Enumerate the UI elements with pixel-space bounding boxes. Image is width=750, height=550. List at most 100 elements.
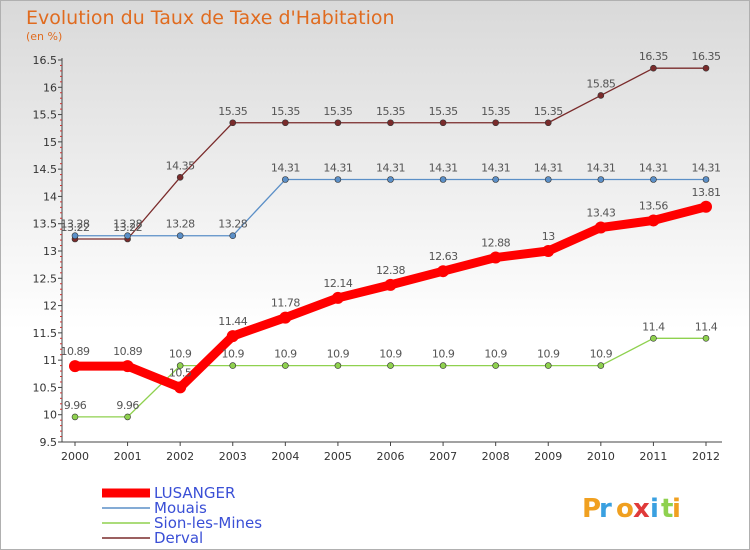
data-point-sion-les-mines [176,362,184,369]
data-point-derval [702,64,710,72]
x-tick-label: 2009 [534,450,562,463]
data-label-derval: 15.35 [376,105,405,118]
data-label-layer: 13.22 13.22 14.35 15.35 15.35 15.35 15.35 15.35… [61,50,722,412]
data-label-sion-les-mines: 9.96 [64,399,87,412]
data-label-lusanger: 12.14 [323,277,352,290]
data-label-lusanger: 12.63 [429,250,458,263]
data-label-mouais: 13.28 [218,218,247,231]
data-label-derval: 15.35 [481,105,510,118]
x-tick-label: 2008 [482,450,510,463]
data-point-derval [492,119,499,127]
data-point-derval [439,119,447,127]
y-tick-label: 15 [43,136,57,149]
y-tick-label: 13.5 [33,218,58,231]
data-label-derval: 15.35 [429,105,458,118]
x-tick-label: 2004 [271,450,299,463]
data-label-mouais: 14.31 [481,162,510,175]
x-tick-label: 2011 [639,450,667,463]
y-tick-label: 14 [43,190,57,203]
data-label-sion-les-mines: 10.9 [379,348,402,361]
y-tick-label: 10.5 [33,381,58,394]
y-tick-label: 11.5 [33,327,58,340]
legend-label-lusanger: LUSANGER [154,484,235,502]
data-label-lusanger: 12.88 [481,237,510,250]
y-tick-label: 13 [43,245,57,258]
data-label-mouais: 14.31 [271,162,300,175]
logo-letter: r [599,494,612,524]
data-label-sion-les-mines: 11.4 [642,320,665,333]
x-tick-label: 2012 [692,450,720,463]
data-point-mouais [544,176,552,183]
x-tick-label: 2005 [324,450,352,463]
data-point-lusanger [226,330,239,343]
data-label-sion-les-mines: 10.9 [169,348,192,361]
data-point-mouais [176,232,184,240]
y-tick-label: 12.5 [33,272,58,285]
data-label-lusanger: 11.44 [218,315,247,328]
data-point-sion-les-mines [334,362,342,369]
y-tick-label: 11 [43,354,57,367]
chart-title: Evolution du Taux de Taxe d'Habitation [26,7,395,29]
data-label-sion-les-mines: 11.4 [695,320,718,333]
data-label-mouais: 14.31 [586,162,615,175]
data-point-lusanger [279,311,292,324]
data-label-derval: 15.35 [218,105,247,118]
data-label-mouais: 14.31 [692,162,721,175]
data-point-mouais [702,176,710,183]
data-point-derval [229,119,237,127]
logo-letter: i [672,494,681,524]
data-point-mouais [71,232,79,240]
data-point-mouais [650,176,657,183]
data-label-derval: 16.35 [692,50,721,63]
data-point-mouais [334,176,342,183]
data-label-sion-les-mines: 10.9 [274,348,297,361]
data-label-mouais: 13.28 [113,218,142,231]
x-tick-label: 2000 [61,450,89,463]
data-label-lusanger: 13 [542,230,555,243]
data-point-lusanger [542,245,555,257]
data-label-derval: 13.22 [61,221,90,234]
logo-letter: o [616,494,634,524]
data-point-lusanger [594,221,607,234]
proxiti-logo: Pr o x i ti [582,494,681,524]
data-label-sion-les-mines: 10.9 [484,348,507,361]
data-label-sion-les-mines: 9.96 [116,399,139,412]
data-point-derval [282,119,289,127]
x-tick-label: 2001 [114,450,142,463]
data-point-derval [176,174,184,181]
data-label-lusanger: 12.38 [376,264,405,277]
data-point-sion-les-mines [282,362,289,369]
x-tick-label: 2010 [587,450,615,463]
data-point-mouais [229,232,237,240]
data-point-sion-les-mines [229,362,237,369]
data-point-sion-les-mines [387,362,394,369]
data-point-mouais [439,176,447,183]
data-point-sion-les-mines [71,413,79,421]
logo-letter: x [633,494,650,524]
data-label-derval: 15.85 [586,77,615,90]
data-label-sion-les-mines: 10.9 [537,348,560,361]
data-label-mouais: 14.31 [376,162,405,175]
data-label-lusanger: 11.78 [271,297,300,310]
data-label-derval: 15.35 [271,105,300,118]
data-label-lusanger: 13.81 [692,186,721,199]
data-point-mouais [124,232,131,240]
data-label-mouais: 14.31 [534,162,563,175]
data-label-lusanger: 13.43 [586,207,615,220]
data-point-mouais [597,176,605,183]
data-label-mouais: 13.28 [61,218,90,231]
y-tick-label: 16 [43,81,57,94]
x-tick-label: 2002 [166,450,194,463]
data-point-lusanger [174,381,187,394]
data-point-lusanger [69,360,81,373]
data-point-lusanger [437,265,450,278]
data-label-derval: 15.35 [323,105,352,118]
data-label-derval: 15.35 [534,105,563,118]
data-point-mouais [492,176,499,183]
data-point-derval [650,64,657,72]
x-tick-label: 2007 [429,450,457,463]
x-tick-label: 2003 [219,450,247,463]
